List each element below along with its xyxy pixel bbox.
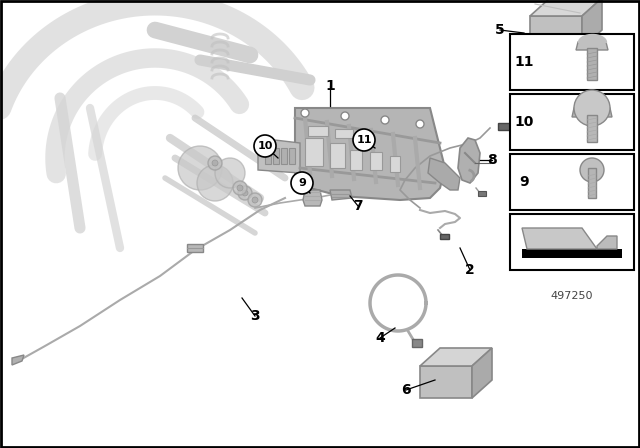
Bar [510, 94, 634, 150]
Polygon shape [330, 190, 352, 200]
Circle shape [254, 135, 276, 157]
Polygon shape [458, 138, 480, 183]
Polygon shape [258, 138, 300, 173]
Polygon shape [522, 228, 597, 249]
Polygon shape [576, 42, 608, 50]
Circle shape [301, 109, 309, 117]
Circle shape [238, 186, 252, 200]
Bar [510, 154, 634, 210]
Bar [281, 148, 287, 164]
Circle shape [291, 172, 313, 194]
Polygon shape [597, 236, 617, 249]
Circle shape [197, 165, 233, 201]
Polygon shape [572, 108, 612, 117]
Text: 497250: 497250 [551, 291, 593, 301]
Text: 2: 2 [465, 263, 475, 277]
Text: 1: 1 [325, 79, 335, 93]
Circle shape [233, 181, 247, 195]
Bar [335, 129, 353, 138]
Polygon shape [582, 0, 602, 48]
Text: 11: 11 [356, 135, 372, 145]
Circle shape [248, 193, 262, 207]
Bar [587, 48, 597, 80]
Text: 7: 7 [353, 199, 363, 213]
Text: 5: 5 [495, 23, 505, 37]
Text: 10: 10 [257, 141, 273, 151]
Circle shape [252, 197, 258, 203]
Bar [273, 148, 279, 164]
Circle shape [242, 190, 248, 196]
Circle shape [574, 90, 610, 126]
Circle shape [381, 116, 389, 124]
Circle shape [215, 158, 245, 188]
Bar [412, 339, 422, 347]
Bar [370, 152, 382, 170]
Text: 8: 8 [487, 153, 497, 167]
Circle shape [341, 112, 349, 120]
Circle shape [178, 146, 222, 190]
Bar [530, 16, 582, 48]
Polygon shape [12, 355, 24, 365]
Polygon shape [420, 348, 492, 366]
Bar [305, 138, 323, 166]
Text: 6: 6 [401, 383, 411, 397]
Circle shape [237, 185, 243, 191]
Bar [420, 366, 472, 398]
Text: 11: 11 [515, 55, 534, 69]
Bar [265, 148, 271, 164]
Bar [587, 115, 597, 142]
Polygon shape [295, 108, 445, 200]
Circle shape [212, 160, 218, 166]
Bar [289, 148, 295, 164]
Bar [308, 126, 328, 136]
Polygon shape [428, 158, 460, 190]
Bar [478, 191, 486, 196]
Bar [350, 150, 362, 170]
Bar [510, 214, 634, 270]
Polygon shape [303, 190, 322, 206]
Circle shape [208, 156, 222, 170]
Polygon shape [472, 348, 492, 398]
Text: 3: 3 [250, 309, 260, 323]
Circle shape [353, 129, 375, 151]
Polygon shape [530, 0, 602, 16]
Bar [522, 249, 622, 258]
Text: 9: 9 [298, 178, 306, 188]
Circle shape [416, 120, 424, 128]
Bar [390, 156, 400, 172]
Bar [440, 234, 449, 239]
Bar [187, 244, 203, 252]
Bar [510, 34, 634, 90]
Text: 4: 4 [375, 331, 385, 345]
Bar [498, 123, 512, 130]
Bar [330, 143, 345, 168]
Text: 10: 10 [515, 115, 534, 129]
Text: 9: 9 [519, 175, 529, 189]
Bar [588, 168, 596, 198]
Circle shape [580, 158, 604, 182]
